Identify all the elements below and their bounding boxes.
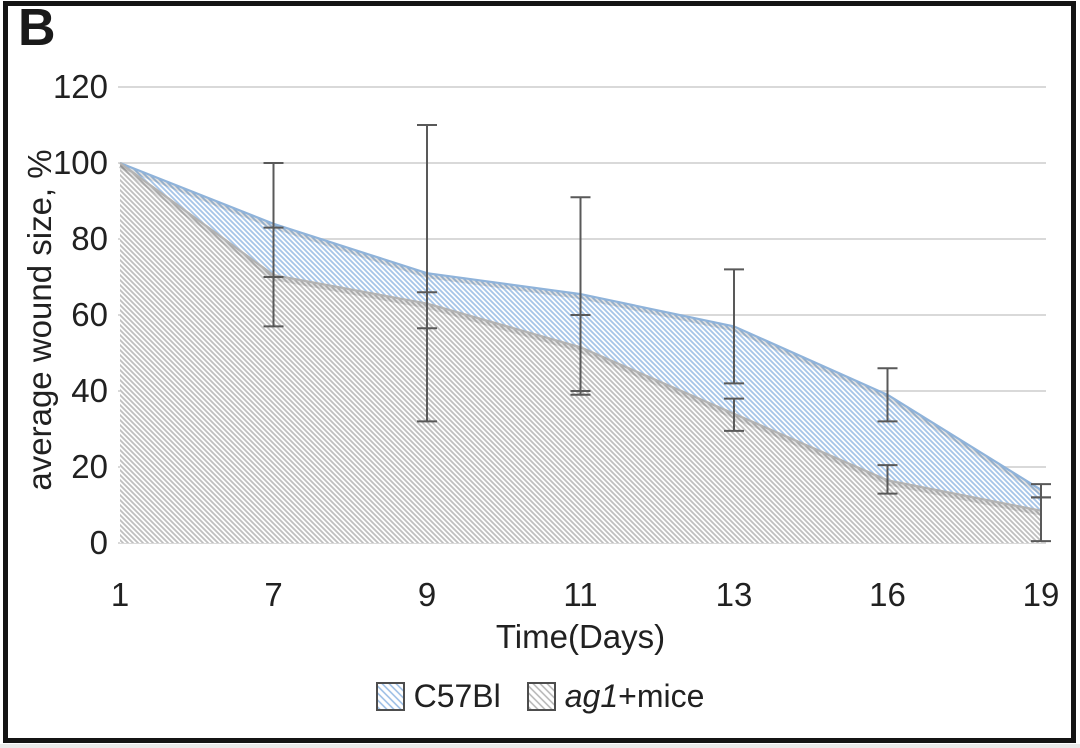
error-bar-ag1+mice-day11 [570,314,591,396]
bottom-edge-strip [0,744,1080,748]
error-bar-ag1+mice-day19 [1031,496,1051,543]
legend-label-ag1+mice: ag1+mice [564,677,705,714]
x-tick-label-7: 7 [264,576,283,613]
x-tick-label-11: 11 [563,576,598,613]
legend-entry-C57Bl: C57Bl [375,677,501,715]
legend-swatch-ag1+mice [526,681,556,711]
y-tick-label-80: 80 [71,220,108,257]
error-bar-ag1+mice-day7 [263,226,284,328]
error-bar-ag1+mice-day9 [417,291,437,330]
x-tick-label-19: 19 [1022,576,1060,613]
x-tick-label-1: 1 [110,576,130,613]
legend-label-C57Bl: C57Bl [413,677,501,714]
x-tick-label-16: 16 [869,576,906,613]
y-tick-label-100: 100 [52,144,108,181]
error-bar-C57Bl-day9 [417,124,437,423]
chart-legend: C57Bl ag1+mice [0,678,1080,714]
x-tick-label-13: 13 [715,576,753,613]
y-tick-label-60: 60 [71,296,108,333]
panel-label: B [18,0,56,57]
y-tick-label-120: 120 [52,68,108,105]
legend-swatch-C57Bl [375,681,405,711]
y-tick-label-0: 0 [89,524,108,561]
error-bar-C57Bl-day13 [724,268,744,385]
x-tick-label-9: 9 [417,576,437,613]
error-bar-ag1+mice-day16 [877,464,898,495]
error-bar-ag1+mice-day13 [724,397,744,432]
y-tick-label-40: 40 [71,372,108,409]
x-axis-title: Time(Days) [495,618,666,655]
error-bar-C57Bl-day16 [877,367,898,423]
legend-entry-ag1+mice: ag1+mice [526,677,705,715]
y-tick-label-20: 20 [71,448,108,485]
